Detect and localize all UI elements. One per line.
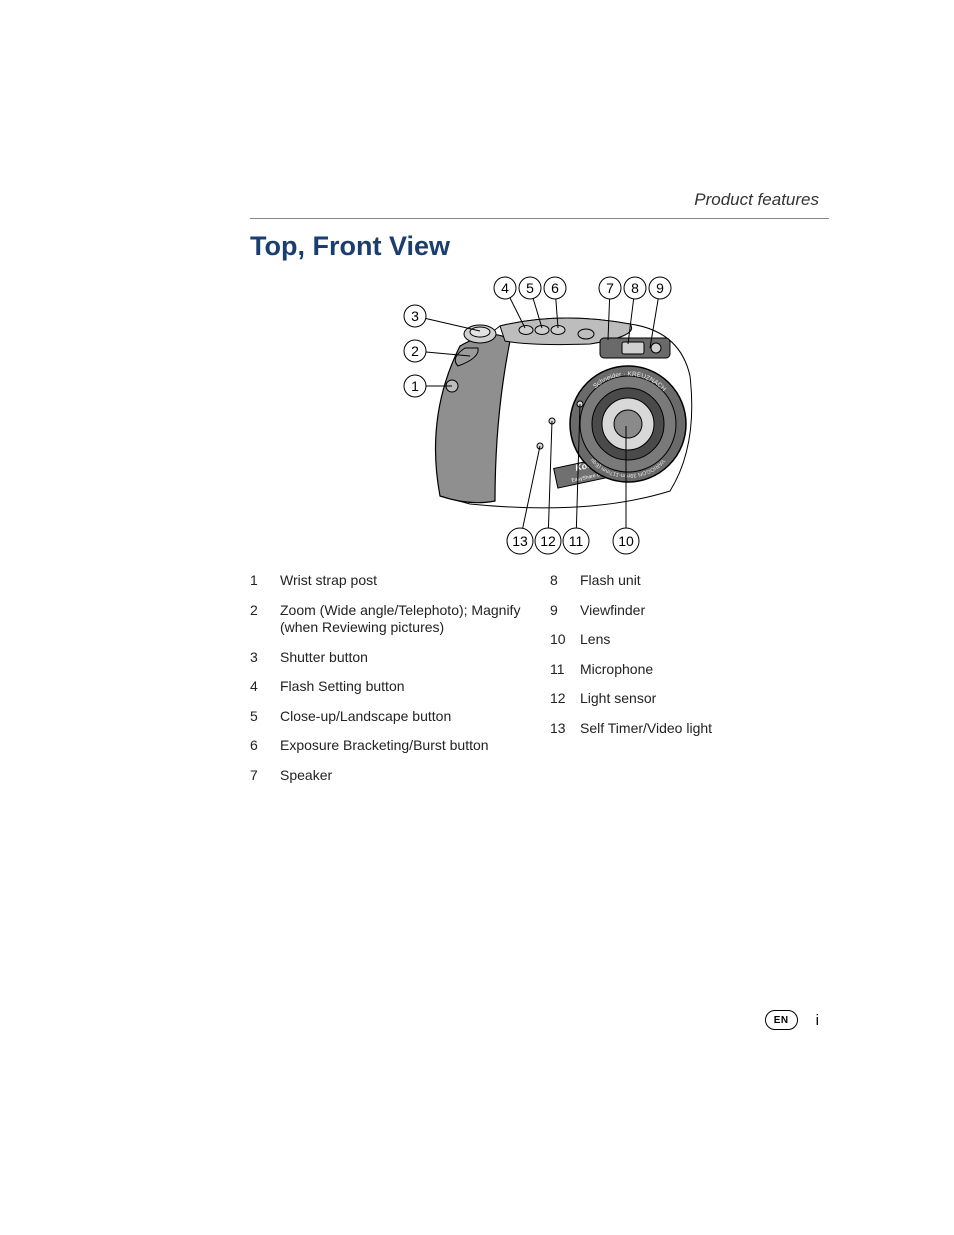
callout-number-1: 1 [411,378,419,394]
callout-number-8: 8 [631,280,639,296]
callout-number-3: 3 [411,308,419,324]
legend-number: 2 [250,602,274,637]
legend-number: 12 [550,690,574,708]
legend-number: 13 [550,720,574,738]
legend-number: 5 [250,708,274,726]
camera-body: Kodak EasyShare DX7630 Schneider · KREUZ… [330,266,692,508]
camera-diagram: Kodak EasyShare DX7630 Schneider · KREUZ… [330,266,750,566]
callout-number-10: 10 [618,533,634,549]
callout-number-5: 5 [526,280,534,296]
callout-number-7: 7 [606,280,614,296]
legend-label: Viewfinder [580,602,750,620]
section-title: Top, Front View [250,231,829,262]
legend-number: 3 [250,649,274,667]
legend-label: Shutter button [280,649,530,667]
callout-number-4: 4 [501,280,509,296]
legend-number: 6 [250,737,274,755]
legend: 1 Wrist strap post 2Zoom (Wide angle/Telep… [250,572,829,784]
figure-area: Kodak EasyShare DX7630 Schneider · KREUZ… [250,266,829,566]
callout-number-2: 2 [411,343,419,359]
legend-number: 8 [550,572,574,590]
legend-label: Speaker [280,767,530,785]
callout-number-6: 6 [551,280,559,296]
legend-column-right: 8 Flash unit 9 Viewfinder 10 Lens 11 Microphone… [550,572,750,784]
callout-number-13: 13 [512,533,528,549]
running-header: Product features [250,190,829,210]
legend-number: 1 [250,572,274,590]
legend-label: Lens [580,631,750,649]
legend-column-left: 1 Wrist strap post 2Zoom (Wide angle/Telep… [250,572,530,784]
legend-label: Self Timer/Video light [580,720,750,738]
legend-number: 10 [550,631,574,649]
callout-number-11: 11 [568,533,583,549]
legend-label: Microphone [580,661,750,679]
header-rule [250,218,829,219]
legend-label: Close-up/Landscape button [280,708,530,726]
legend-number: 11 [550,661,574,679]
legend-label: Wrist strap post [280,572,530,590]
page-footer: EN i [765,1010,819,1030]
legend-label: Zoom (Wide angle/Telephoto); Magnify (wh… [280,602,530,637]
legend-number: 7 [250,767,274,785]
legend-label: Flash unit [580,572,750,590]
callout-number-9: 9 [656,280,664,296]
legend-number: 4 [250,678,274,696]
callout-number-12: 12 [540,533,556,549]
page-number: i [816,1012,819,1029]
legend-number: 9 [550,602,574,620]
legend-label: Exposure Bracketing/Burst button [280,737,530,755]
page-container: Product features Top, Front View [0,0,954,784]
language-pill: EN [765,1010,798,1030]
legend-label: Flash Setting button [280,678,530,696]
legend-label: Light sensor [580,690,750,708]
